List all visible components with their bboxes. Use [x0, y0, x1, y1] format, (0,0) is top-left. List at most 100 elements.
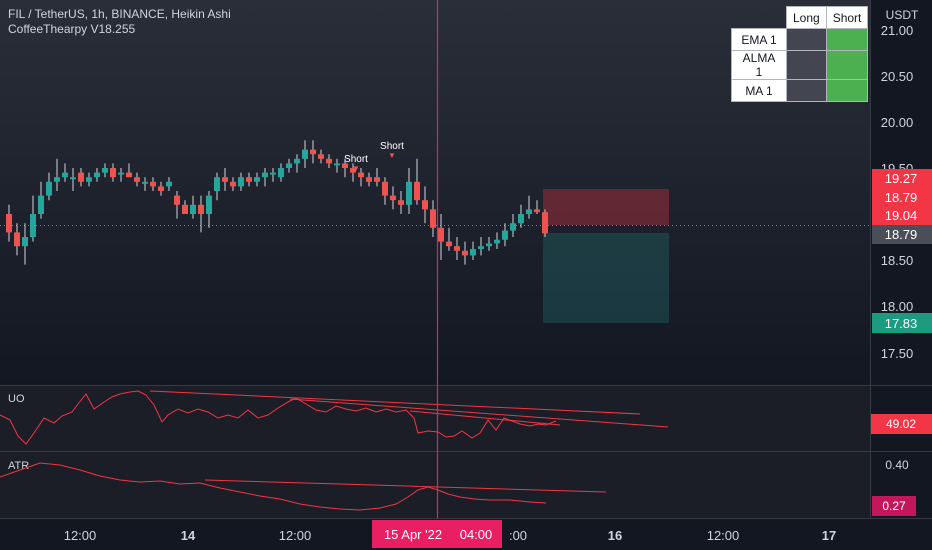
price-tick: 21.00 [881, 23, 914, 38]
price-tick: 18.00 [881, 299, 914, 314]
price-axis-unit: USDT [886, 8, 919, 22]
time-axis[interactable]: 12:00 14 12:00 :00 16 12:00 17 15 Apr '2… [64, 520, 837, 548]
time-tick-day: 16 [608, 528, 622, 543]
table-cell-long [786, 79, 827, 102]
table-cell-long [786, 28, 827, 51]
table-corner [732, 7, 787, 29]
indicator-title[interactable]: CoffeeThearpy V18.255 [8, 22, 136, 36]
candle-down [462, 250, 468, 256]
candle-up [46, 181, 52, 196]
candle-down [430, 209, 436, 228]
uo-trendline[interactable] [409, 410, 561, 426]
atr-pane[interactable] [0, 452, 870, 518]
last-price-value: 18.79 [885, 227, 918, 242]
atr-line [0, 462, 547, 511]
candle-down [390, 195, 396, 201]
uo-value: 49.02 [886, 417, 916, 431]
stop-price-badge [872, 169, 932, 189]
uo-line [0, 390, 557, 445]
uo-trendline[interactable] [149, 390, 641, 415]
candle-up [270, 172, 276, 175]
candle-up [486, 243, 492, 247]
candle-up [406, 181, 412, 205]
candle-down [198, 204, 204, 214]
candle-down [174, 195, 180, 205]
candle-up [102, 168, 108, 173]
candle-down [382, 181, 388, 196]
candle-up [262, 172, 268, 178]
candle-up [62, 172, 68, 178]
symbol-title[interactable]: FIL / TetherUS, 1h, BINANCE, Heikin Ashi [8, 7, 231, 21]
price-tick: 18.50 [881, 253, 914, 268]
candle-down [6, 214, 12, 233]
price-axis[interactable]: USDT 21.00 20.50 20.00 19.50 18.50 18.00… [872, 8, 932, 361]
main-pane[interactable] [0, 0, 870, 385]
uo-trendline[interactable] [289, 398, 669, 428]
table-row-label: EMA 1 [731, 28, 787, 51]
entry-price-badge [872, 207, 932, 225]
candle-up [286, 163, 292, 168]
chart-header: FIL / TetherUS, 1h, BINANCE, Heikin Ashi… [8, 7, 231, 37]
candle-down [358, 172, 364, 178]
candle-down [310, 149, 316, 155]
candle-down [78, 172, 84, 182]
candle-up [510, 223, 516, 231]
candle-down [150, 181, 156, 187]
candle-down [374, 177, 380, 182]
candle-down [438, 227, 444, 242]
crosshair-date: 15 Apr '22 [384, 527, 442, 542]
time-tick: :00 [509, 528, 527, 543]
time-tick-day: 17 [822, 528, 836, 543]
price-tick: 17.50 [881, 346, 914, 361]
table-cell-short [825, 79, 869, 102]
candle-up [94, 172, 100, 178]
signal-table: Long Short EMA 1 ALMA 1 MA 1 [731, 6, 869, 102]
time-tick-day: 14 [181, 528, 196, 543]
short-signal-label: Short [344, 154, 368, 165]
uo-pane[interactable] [0, 386, 870, 451]
candle-up [214, 177, 220, 191]
candle-down [158, 186, 164, 191]
candle-down [422, 200, 428, 210]
short-signal-arrow-icon: ▼ [388, 151, 396, 160]
last-price-badge [872, 225, 932, 244]
candle-down [246, 177, 252, 182]
candle-down [182, 204, 188, 214]
candle-up [70, 177, 76, 180]
price-badge [872, 189, 932, 207]
stop-loss-zone[interactable] [543, 189, 669, 225]
candle-up [478, 246, 484, 249]
candle-up [38, 195, 44, 214]
candle-up [190, 204, 196, 214]
candle-up [254, 177, 260, 182]
candle-up [86, 177, 92, 182]
candle-up [22, 237, 28, 247]
stop-price-value: 19.27 [885, 171, 918, 186]
entry-price-value: 19.04 [885, 208, 918, 223]
time-tick: 12:00 [279, 528, 312, 543]
candle-up [142, 181, 148, 184]
candle-down [446, 241, 452, 247]
atr-trendline[interactable] [204, 479, 607, 493]
candle-down [454, 246, 460, 251]
uo-pane-title: UO [8, 393, 25, 405]
candle-up [302, 149, 308, 159]
candle-up [278, 168, 284, 178]
candle-up [166, 181, 172, 187]
candle-down [318, 154, 324, 159]
target-price-value: 17.83 [885, 316, 918, 331]
candle-down [342, 163, 348, 168]
table-row-label: ALMA 1 [731, 50, 787, 80]
time-tick: 12:00 [64, 528, 97, 543]
time-tick: 12:00 [707, 528, 740, 543]
candle-down [110, 168, 116, 178]
table-cell-long [786, 50, 827, 80]
candle-up [470, 248, 476, 256]
signal-markers: Short ▼ Short ▼ [344, 141, 404, 173]
candle-up [502, 230, 508, 240]
candle-up [118, 172, 124, 175]
table-cell-short [825, 50, 869, 80]
table-cell-short [825, 28, 869, 51]
candle-down [366, 177, 372, 182]
take-profit-zone[interactable] [543, 233, 669, 323]
